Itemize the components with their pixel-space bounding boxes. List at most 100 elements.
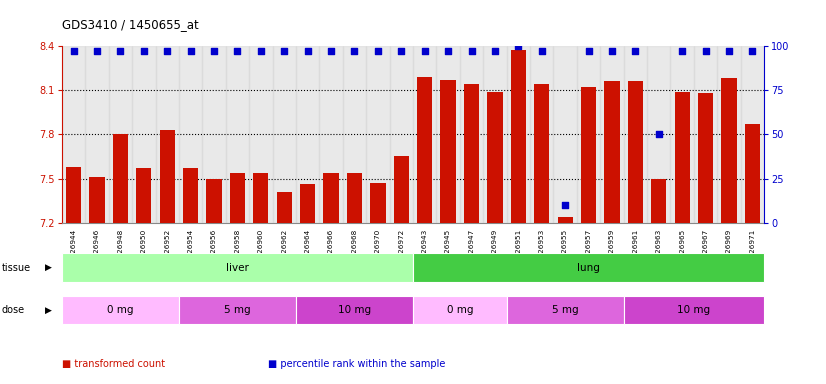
Bar	[460, 46, 483, 223]
Point	[676, 48, 689, 55]
Bar	[417, 77, 432, 223]
Bar	[628, 81, 643, 223]
Bar	[647, 46, 671, 223]
Point	[254, 48, 268, 55]
Text: ▶: ▶	[45, 306, 51, 314]
Point	[699, 48, 712, 55]
Point	[395, 48, 408, 55]
Bar	[66, 167, 81, 223]
Text: ■ transformed count: ■ transformed count	[62, 359, 165, 369]
Bar	[553, 46, 577, 223]
Point	[301, 48, 314, 55]
Bar	[721, 78, 737, 223]
Text: dose: dose	[2, 305, 25, 315]
Bar	[506, 46, 530, 223]
Point	[746, 48, 759, 55]
Bar	[464, 84, 479, 223]
Point	[348, 48, 361, 55]
Bar	[230, 173, 245, 223]
Text: 0 mg: 0 mg	[107, 305, 134, 315]
Point	[114, 48, 127, 55]
Bar	[698, 93, 713, 223]
Point	[278, 48, 291, 55]
Text: 5 mg: 5 mg	[224, 305, 251, 315]
Bar	[296, 46, 320, 223]
Bar	[605, 81, 620, 223]
Bar	[109, 46, 132, 223]
Bar	[202, 46, 225, 223]
Bar	[85, 46, 109, 223]
Bar	[159, 130, 175, 223]
Point	[90, 48, 104, 55]
Bar	[324, 173, 339, 223]
Point	[535, 48, 548, 55]
Bar	[745, 124, 760, 223]
Bar	[717, 46, 741, 223]
Bar	[581, 87, 596, 223]
Bar	[483, 46, 506, 223]
Text: liver: liver	[226, 263, 249, 273]
Point	[325, 48, 338, 55]
Bar	[694, 46, 717, 223]
Bar	[394, 157, 409, 223]
Point	[67, 48, 80, 55]
Bar	[320, 46, 343, 223]
Bar	[300, 184, 316, 223]
Bar	[510, 51, 526, 223]
Bar	[624, 46, 647, 223]
Point	[184, 48, 197, 55]
Text: lung: lung	[577, 263, 600, 273]
Bar	[601, 46, 624, 223]
Text: 10 mg: 10 mg	[338, 305, 371, 315]
Text: tissue: tissue	[2, 263, 31, 273]
Bar	[370, 183, 386, 223]
Point	[230, 48, 244, 55]
Bar	[577, 46, 601, 223]
Bar	[440, 80, 456, 223]
Text: 10 mg: 10 mg	[677, 305, 710, 315]
Bar	[558, 217, 572, 223]
Point	[652, 131, 665, 137]
Bar	[675, 92, 690, 223]
Bar	[249, 46, 273, 223]
Point	[558, 202, 572, 208]
Point	[511, 43, 525, 49]
Point	[160, 48, 173, 55]
Point	[372, 48, 385, 55]
Point	[582, 48, 595, 55]
Point	[137, 48, 150, 55]
Point	[418, 48, 431, 55]
Text: ▶: ▶	[45, 263, 51, 272]
Bar	[225, 46, 249, 223]
Bar	[89, 177, 105, 223]
Bar	[534, 84, 549, 223]
Point	[629, 48, 642, 55]
Bar	[277, 192, 292, 223]
Text: ■ percentile rank within the sample: ■ percentile rank within the sample	[268, 359, 446, 369]
Text: GDS3410 / 1450655_at: GDS3410 / 1450655_at	[62, 18, 199, 31]
Bar	[254, 173, 268, 223]
Bar	[390, 46, 413, 223]
Bar	[366, 46, 390, 223]
Bar	[62, 46, 85, 223]
Bar	[651, 179, 667, 223]
Text: 5 mg: 5 mg	[552, 305, 578, 315]
Bar	[487, 92, 502, 223]
Bar	[436, 46, 460, 223]
Bar	[530, 46, 553, 223]
Bar	[347, 173, 362, 223]
Bar	[136, 168, 151, 223]
Point	[207, 48, 221, 55]
Bar	[113, 134, 128, 223]
Bar	[671, 46, 694, 223]
Bar	[273, 46, 296, 223]
Point	[488, 48, 501, 55]
Bar	[413, 46, 436, 223]
Bar	[343, 46, 366, 223]
Bar	[132, 46, 155, 223]
Bar	[179, 46, 202, 223]
Bar	[155, 46, 179, 223]
Text: 0 mg: 0 mg	[447, 305, 473, 315]
Bar	[206, 179, 221, 223]
Point	[722, 48, 735, 55]
